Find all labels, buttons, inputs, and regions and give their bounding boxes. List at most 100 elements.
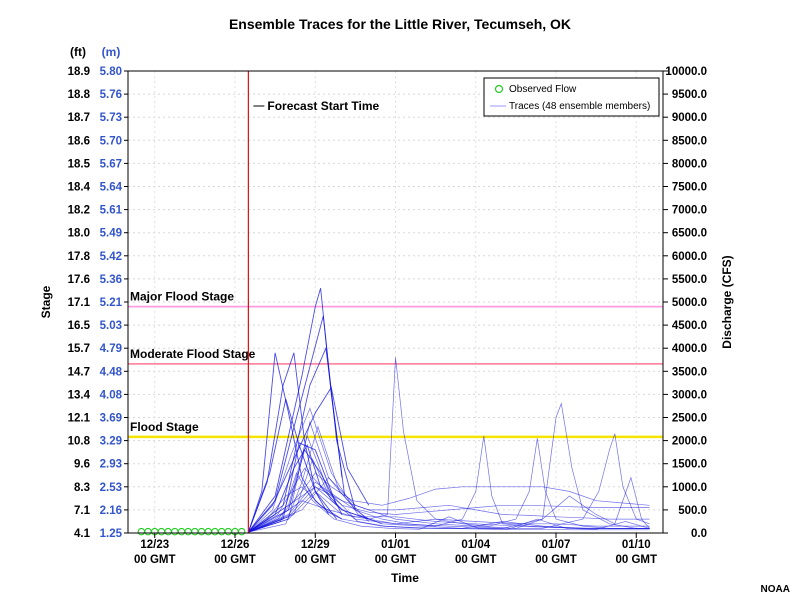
left-tick-label-ft: 15.7 bbox=[68, 343, 90, 355]
legend-traces-label: Traces (48 ensemble members) bbox=[509, 101, 650, 112]
x-tick-date: 01/04 bbox=[461, 539, 490, 551]
left-tick-label-ft: 18.4 bbox=[68, 182, 91, 194]
legend-box bbox=[483, 77, 660, 117]
left-tick-label-m: 5.36 bbox=[100, 274, 122, 286]
ensemble-trace bbox=[248, 458, 650, 533]
ensemble-trace bbox=[248, 386, 370, 533]
left-tick-label-m: 5.67 bbox=[100, 158, 122, 170]
stage-label: Moderate Flood Stage bbox=[130, 347, 256, 361]
x-tick-time: 00 GMT bbox=[375, 554, 417, 566]
x-tick-date: 01/10 bbox=[622, 539, 651, 551]
left-tick-label-m: 5.61 bbox=[100, 205, 123, 217]
x-tick-date: 01/07 bbox=[542, 539, 571, 551]
left-tick-label-m: 5.42 bbox=[100, 251, 122, 263]
chart-title: Ensemble Traces for the Little River, Te… bbox=[229, 16, 571, 32]
ensemble-trace bbox=[248, 346, 343, 533]
left-tick-label-m: 3.29 bbox=[100, 436, 122, 448]
left-unit-m: (m) bbox=[102, 45, 121, 59]
left-tick-label-m: 5.80 bbox=[100, 66, 122, 78]
stage-label: Flood Stage bbox=[130, 420, 199, 434]
y-axis-label-stage: Stage bbox=[39, 285, 53, 318]
left-tick-label-ft: 17.8 bbox=[68, 251, 91, 263]
left-tick-label-m: 5.73 bbox=[100, 112, 122, 124]
ensemble-trace bbox=[247, 398, 337, 533]
ensemble-trace bbox=[248, 407, 383, 533]
left-unit-ft: (ft) bbox=[70, 45, 86, 59]
right-tick-label: 4000.0 bbox=[672, 343, 707, 355]
x-tick-time: 00 GMT bbox=[535, 554, 577, 566]
left-tick-label-ft: 14.7 bbox=[68, 366, 90, 378]
left-tick-label-ft: 13.4 bbox=[68, 389, 91, 401]
left-tick-label-ft: 18.0 bbox=[68, 228, 90, 240]
ensemble-trace bbox=[248, 433, 650, 533]
right-tick-label: 9500.0 bbox=[672, 89, 707, 101]
right-tick-label: 7000.0 bbox=[672, 205, 707, 217]
left-tick-label-m: 4.48 bbox=[100, 366, 123, 378]
right-tick-label: 6500.0 bbox=[672, 228, 707, 240]
legend-observed-label: Observed Flow bbox=[509, 84, 577, 95]
right-tick-label: 0.0 bbox=[691, 528, 707, 540]
x-axis-label: Time bbox=[391, 571, 419, 585]
left-tick-label-ft: 8.3 bbox=[74, 482, 90, 494]
left-tick-label-ft: 10.8 bbox=[68, 436, 91, 448]
left-tick-label-m: 2.16 bbox=[100, 505, 122, 517]
left-tick-label-ft: 9.6 bbox=[74, 459, 90, 471]
observed-point bbox=[237, 527, 246, 536]
right-tick-label: 500.0 bbox=[678, 505, 707, 517]
left-tick-label-ft: 7.1 bbox=[74, 505, 91, 517]
right-tick-label: 2000.0 bbox=[672, 436, 707, 448]
right-tick-label: 7500.0 bbox=[672, 182, 707, 194]
left-tick-label-m: 5.70 bbox=[100, 135, 122, 147]
left-tick-label-m: 4.79 bbox=[100, 343, 122, 355]
ensemble-traces bbox=[247, 287, 650, 533]
x-tick-date: 12/29 bbox=[301, 539, 330, 551]
right-tick-label: 6000.0 bbox=[672, 251, 707, 263]
x-tick-date: 12/23 bbox=[140, 539, 169, 551]
left-tick-label-m: 1.25 bbox=[100, 528, 123, 540]
right-tick-label: 3500.0 bbox=[672, 366, 707, 378]
ensemble-trace bbox=[248, 472, 650, 533]
left-tick-label-ft: 17.6 bbox=[68, 274, 90, 286]
x-tick-time: 00 GMT bbox=[294, 554, 336, 566]
right-tick-label: 4500.0 bbox=[672, 320, 707, 332]
left-tick-label-m: 4.08 bbox=[100, 389, 123, 401]
forecast-start-label: Forecast Start Time bbox=[267, 99, 379, 113]
ensemble-trace bbox=[248, 472, 650, 533]
right-tick-label: 2500.0 bbox=[672, 413, 707, 425]
ensemble-trace bbox=[248, 448, 343, 533]
credit-text: NOAA bbox=[761, 584, 790, 595]
left-tick-label-ft: 18.7 bbox=[68, 112, 90, 124]
right-tick-label: 8000.0 bbox=[672, 158, 707, 170]
left-tick-label-m: 2.93 bbox=[100, 459, 122, 471]
left-tick-label-ft: 12.1 bbox=[68, 413, 91, 425]
left-tick-label-ft: 18.6 bbox=[68, 135, 90, 147]
left-tick-label-m: 3.69 bbox=[100, 413, 122, 425]
right-tick-label: 3000.0 bbox=[672, 389, 707, 401]
stage-label: Major Flood Stage bbox=[130, 290, 234, 304]
left-tick-label-m: 5.49 bbox=[100, 228, 122, 240]
right-tick-label: 10000.0 bbox=[665, 66, 707, 78]
left-tick-label-m: 5.03 bbox=[100, 320, 122, 332]
left-tick-label-ft: 16.5 bbox=[68, 320, 91, 332]
left-tick-label-ft: 18.2 bbox=[68, 205, 90, 217]
ensemble-trace bbox=[248, 357, 650, 533]
x-tick-time: 00 GMT bbox=[134, 554, 176, 566]
ensemble-trace bbox=[248, 425, 370, 533]
right-tick-label: 5500.0 bbox=[672, 274, 707, 286]
left-tick-label-m: 5.76 bbox=[100, 89, 122, 101]
left-tick-label-m: 5.21 bbox=[100, 297, 123, 309]
left-tick-label-ft: 18.8 bbox=[68, 89, 91, 101]
observed-flow-points bbox=[137, 527, 246, 536]
right-tick-label: 1500.0 bbox=[672, 459, 707, 471]
left-tick-label-m: 2.53 bbox=[100, 482, 122, 494]
chart-axes: 10000.0 9500.0 9000.0 8500.0 8000.0 7500.0 700… bbox=[68, 66, 707, 566]
chart-legend: Observed Flow Traces (48 ensemble member… bbox=[483, 77, 660, 117]
flood-stage-lines: Major Flood Stage Moderate Flood Stage Flo… bbox=[128, 290, 663, 439]
left-tick-label-ft: 18.5 bbox=[68, 158, 91, 170]
ensemble-trace bbox=[248, 467, 650, 533]
right-tick-label: 5000.0 bbox=[672, 297, 707, 309]
x-tick-time: 00 GMT bbox=[615, 554, 657, 566]
x-tick-date: 01/01 bbox=[381, 539, 410, 551]
chart-background bbox=[128, 71, 663, 533]
ensemble-trace bbox=[248, 434, 650, 533]
